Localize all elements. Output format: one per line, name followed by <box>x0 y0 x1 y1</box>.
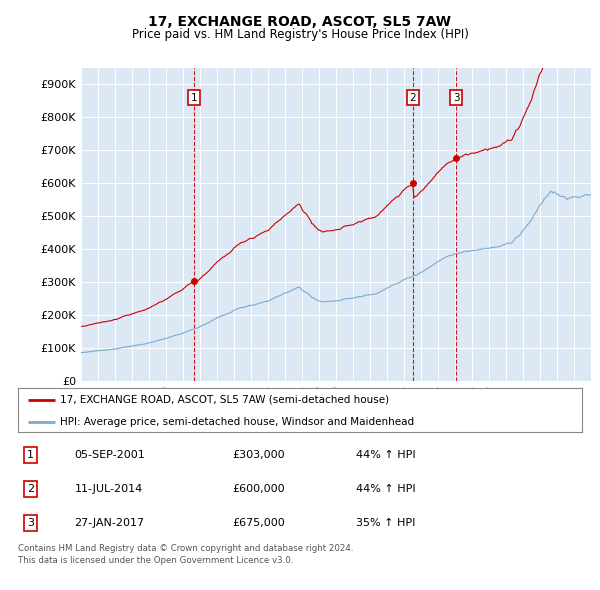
Text: 35% ↑ HPI: 35% ↑ HPI <box>356 519 416 528</box>
Text: HPI: Average price, semi-detached house, Windsor and Maidenhead: HPI: Average price, semi-detached house,… <box>60 417 415 427</box>
Text: 27-JAN-2017: 27-JAN-2017 <box>74 519 145 528</box>
Text: Price paid vs. HM Land Registry's House Price Index (HPI): Price paid vs. HM Land Registry's House … <box>131 28 469 41</box>
Text: 44% ↑ HPI: 44% ↑ HPI <box>356 484 416 494</box>
Text: 44% ↑ HPI: 44% ↑ HPI <box>356 450 416 460</box>
Text: 1: 1 <box>191 93 198 103</box>
Text: 17, EXCHANGE ROAD, ASCOT, SL5 7AW (semi-detached house): 17, EXCHANGE ROAD, ASCOT, SL5 7AW (semi-… <box>60 395 389 405</box>
Text: 2: 2 <box>27 484 34 494</box>
Text: 3: 3 <box>27 519 34 528</box>
Text: £303,000: £303,000 <box>232 450 285 460</box>
Text: £600,000: £600,000 <box>232 484 285 494</box>
Text: 2: 2 <box>410 93 416 103</box>
Text: 17, EXCHANGE ROAD, ASCOT, SL5 7AW: 17, EXCHANGE ROAD, ASCOT, SL5 7AW <box>149 15 452 29</box>
Text: 11-JUL-2014: 11-JUL-2014 <box>74 484 143 494</box>
Text: £675,000: £675,000 <box>232 519 285 528</box>
Text: 3: 3 <box>453 93 460 103</box>
Text: This data is licensed under the Open Government Licence v3.0.: This data is licensed under the Open Gov… <box>18 556 293 565</box>
Text: 1: 1 <box>27 450 34 460</box>
Text: 05-SEP-2001: 05-SEP-2001 <box>74 450 145 460</box>
Text: Contains HM Land Registry data © Crown copyright and database right 2024.: Contains HM Land Registry data © Crown c… <box>18 544 353 553</box>
